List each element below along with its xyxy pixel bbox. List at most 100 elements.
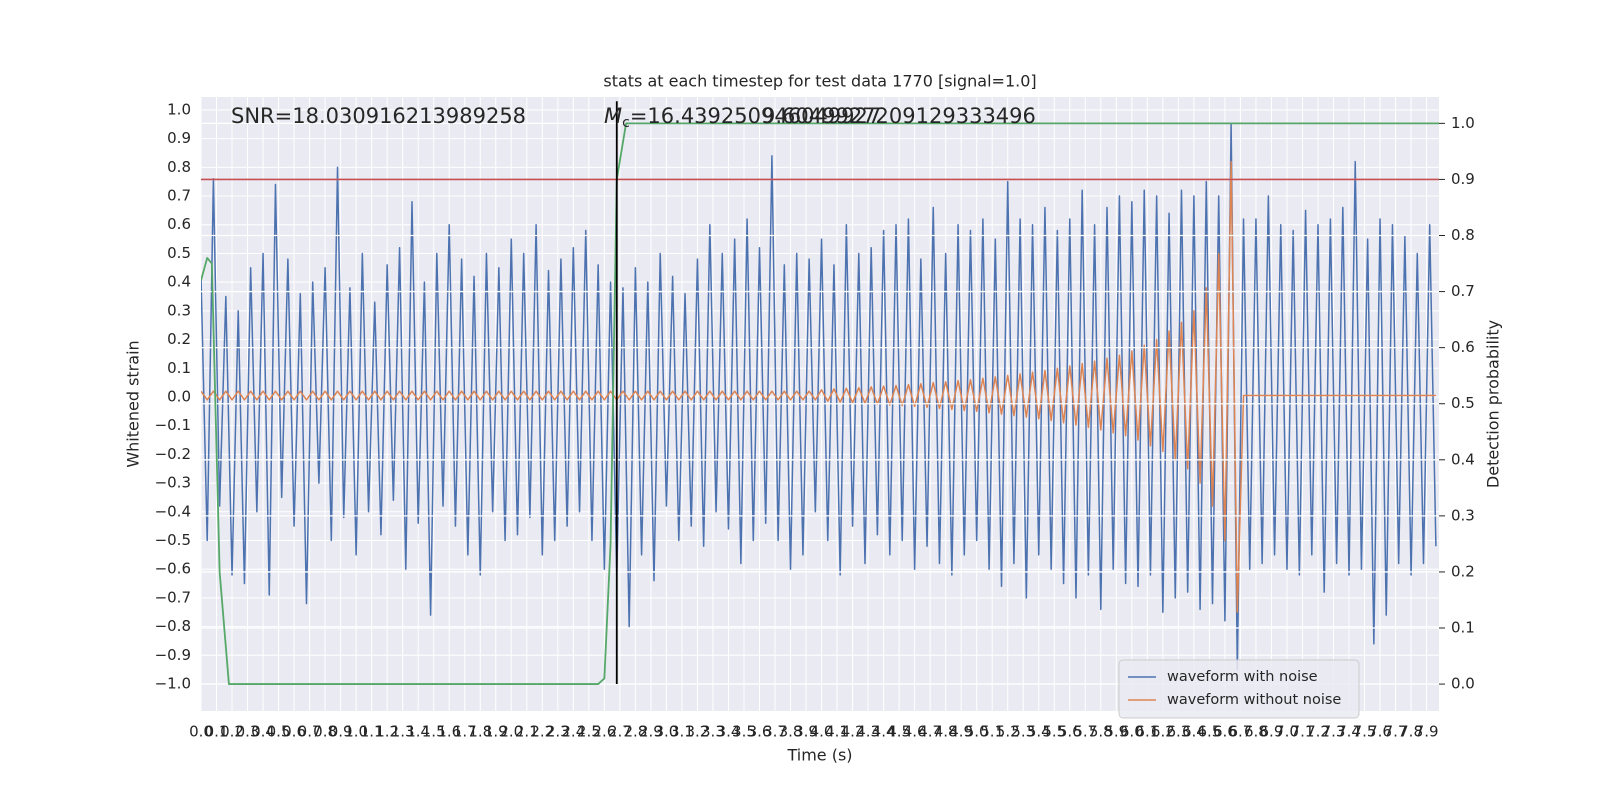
y-tick-label: −0.6 [155, 560, 191, 578]
probability [201, 101, 1439, 685]
x-tick-label: 2.4 [561, 723, 585, 741]
tick-labels: 0.00.10.20.30.40.50.60.70.80.91.01.11.21… [155, 100, 1475, 740]
y2-tick-label: 0.4 [1451, 450, 1475, 468]
x-tick-label: 3.8 [779, 723, 803, 741]
x-tick-label: 0.7 [298, 723, 322, 741]
y2-tick-label: 0.7 [1451, 282, 1475, 300]
y-tick-label: 0.9 [167, 129, 191, 147]
x-tick-label: 7.8 [1399, 723, 1423, 741]
x-tick-label: 4.9 [949, 723, 973, 741]
x-axis-label: Time (s) [786, 746, 852, 765]
annotation: 9.6049927209129333496 [762, 104, 1036, 128]
x-tick-label: 5.8 [1089, 723, 1113, 741]
x-tick-label: 2.2 [530, 723, 554, 741]
x-tick-label: 6.9 [1260, 723, 1284, 741]
x-tick-label: 4.4 [872, 723, 896, 741]
x-tick-label: 4.8 [934, 723, 958, 741]
y-tick-label: −0.9 [155, 646, 191, 664]
x-tick-label: 3.7 [763, 723, 787, 741]
y2-axis-label: Detection probability [1484, 320, 1503, 488]
y2-tick-label: 0.9 [1451, 170, 1475, 188]
annotation-subscript: c [622, 115, 630, 131]
y-tick-label: −0.1 [155, 416, 191, 434]
x-tick-label: 1.0 [344, 723, 368, 741]
y2-tick-label: 1.0 [1451, 114, 1475, 132]
x-tick-label: 2.7 [608, 723, 632, 741]
x-tick-label: 1.5 [422, 723, 446, 741]
x-tick-label: 4.6 [903, 723, 927, 741]
x-tick-label: 0.8 [313, 723, 337, 741]
x-tick-label: 3.1 [670, 723, 694, 741]
annotation-value: =16.439250946049927 [630, 104, 881, 128]
x-tick-label: 1.8 [468, 723, 492, 741]
x-tick-label: 0.3 [236, 723, 260, 741]
x-tick-label: 7.5 [1353, 723, 1377, 741]
y-tick-label: 0.5 [167, 244, 191, 262]
legend-label: waveform with noise [1167, 669, 1318, 685]
y-tick-label: −0.2 [155, 445, 191, 463]
y-tick-label: −1.0 [155, 675, 191, 693]
y-tick-label: −0.3 [155, 474, 191, 492]
y-tick-label: 0.2 [167, 330, 191, 348]
y-tick-label: 0.1 [167, 359, 191, 377]
x-tick-label: 6.0 [1120, 723, 1144, 741]
x-tick-label: 3.5 [732, 723, 756, 741]
x-tick-label: 7.7 [1384, 723, 1408, 741]
y2-tick-label: 0.8 [1451, 226, 1475, 244]
x-tick-label: 5.3 [1011, 723, 1035, 741]
x-tick-label: 5.7 [1073, 723, 1097, 741]
y-axis-label: Whitened strain [124, 340, 143, 467]
x-tick-label: 2.5 [577, 723, 601, 741]
x-tick-label: 0.1 [205, 723, 229, 741]
x-tick-label: 0.0 [189, 723, 213, 741]
x-tick-label: 6.7 [1228, 723, 1252, 741]
y2-tick-label: 0.1 [1451, 619, 1475, 637]
x-tick-label: 0.6 [282, 723, 306, 741]
x-tick-label: 5.4 [1027, 723, 1051, 741]
x-tick-label: 1.1 [360, 723, 384, 741]
x-tick-label: 2.9 [639, 723, 663, 741]
x-tick-label: 2.0 [499, 723, 523, 741]
x-tick-label: 3.3 [701, 723, 725, 741]
x-tick-label: 5.1 [980, 723, 1004, 741]
y-tick-label: 1.0 [167, 100, 191, 118]
x-tick-label: 6.4 [1182, 723, 1206, 741]
y2-tick-label: 0.6 [1451, 338, 1475, 356]
y2-tick-label: 0.0 [1451, 675, 1475, 693]
annotation: SNR=18.030916213989258 [231, 104, 526, 128]
y-tick-label: −0.7 [155, 588, 191, 606]
x-tick-label: 1.7 [453, 723, 477, 741]
x-tick-label: 4.1 [825, 723, 849, 741]
x-tick-label: 7.1 [1291, 723, 1315, 741]
x-tick-label: 2.6 [592, 723, 616, 741]
annotation: Mc=16.439250946049927 [604, 104, 881, 131]
x-tick-label: 2.3 [546, 723, 570, 741]
y-tick-label: 0.7 [167, 187, 191, 205]
x-tick-label: 4.0 [810, 723, 834, 741]
x-tick-label: 6.6 [1213, 723, 1237, 741]
x-tick-label: 1.6 [437, 723, 461, 741]
x-tick-label: 3.0 [654, 723, 678, 741]
series-line [201, 160, 1436, 613]
legend-label: waveform without noise [1167, 692, 1341, 708]
series-line [201, 122, 1439, 685]
x-tick-label: 4.7 [918, 723, 942, 741]
x-tick-label: 4.5 [887, 723, 911, 741]
x-tick-label: 3.6 [748, 723, 772, 741]
x-tick-label: 6.1 [1135, 723, 1159, 741]
x-tick-label: 7.6 [1368, 723, 1392, 741]
chart-title: stats at each timestep for test data 177… [603, 72, 1036, 91]
x-tick-label: 7.2 [1306, 723, 1330, 741]
x-tick-label: 5.6 [1058, 723, 1082, 741]
y-tick-label: 0.3 [167, 301, 191, 319]
x-tick-label: 7.9 [1415, 723, 1439, 741]
legend-box [1118, 659, 1360, 719]
x-tick-label: 0.4 [251, 723, 275, 741]
x-tick-label: 7.3 [1322, 723, 1346, 741]
x-tick-label: 5.2 [996, 723, 1020, 741]
waveforms [201, 123, 1437, 671]
x-tick-label: 6.8 [1244, 723, 1268, 741]
x-tick-label: 4.3 [856, 723, 880, 741]
